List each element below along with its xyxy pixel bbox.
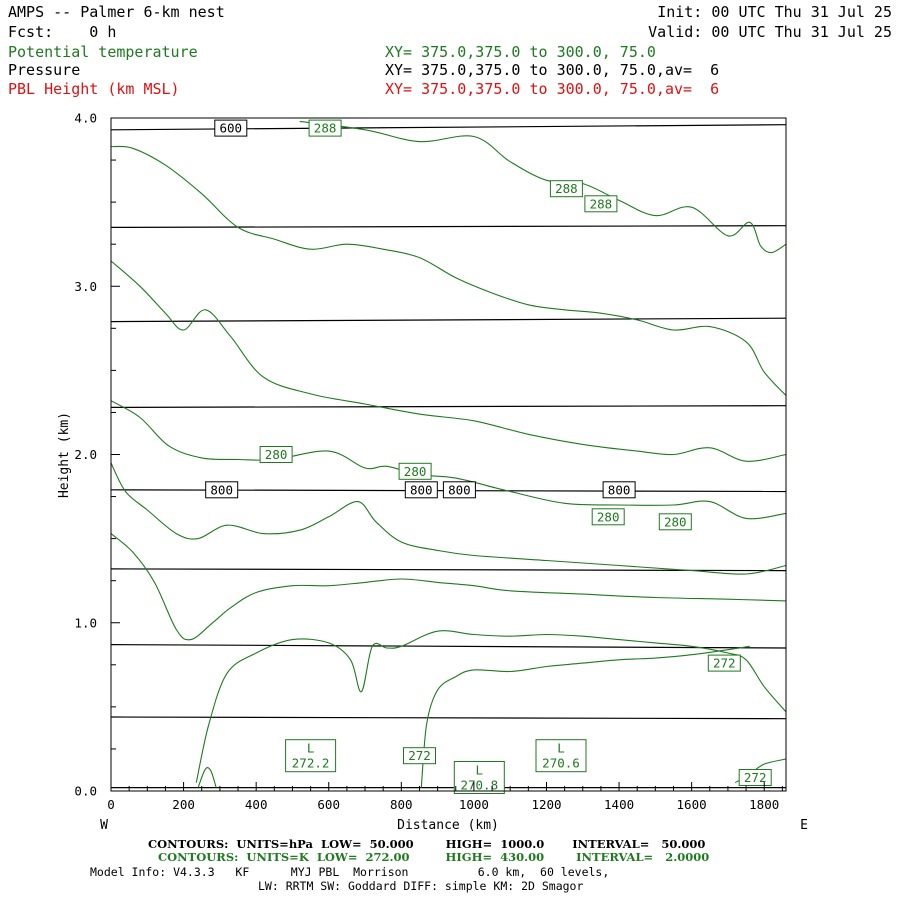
pressure-label-2: 800 xyxy=(410,482,433,497)
y-tick-label-2: 2.0 xyxy=(74,447,97,462)
footer-model-info: Model Info: V4.3.3 KF MYJ PBL Morrison 6… xyxy=(90,865,610,879)
x-tick-label-0: 0 xyxy=(107,797,115,812)
y-tick-label-3: 3.0 xyxy=(74,279,97,294)
init-time: Init: 00 UTC Thu 31 Jul 25 xyxy=(657,3,892,21)
low-label-1-value: 270.6 xyxy=(542,756,580,771)
low-label-0-letter: L xyxy=(307,741,315,756)
theta-label-0: 288 xyxy=(314,121,337,136)
pressure-contour-6 xyxy=(110,644,787,649)
legend-pressure-name: Pressure xyxy=(8,61,81,79)
pressure-contour-2 xyxy=(110,317,787,323)
theta-contours xyxy=(110,120,787,788)
pressure-label-3: 800 xyxy=(448,482,471,497)
theta-contour-7 xyxy=(197,767,217,788)
legend-theta-name: Potential temperature xyxy=(8,43,198,61)
theta-label-1-box xyxy=(549,180,583,198)
footer-physics: LW: RRTM SW: Goddard DIFF: simple KM: 2D… xyxy=(258,879,584,893)
axes: 0 200 400 600 800 1000 1200 1400 1600 1800 0.0 1.0 2… xyxy=(74,111,783,812)
west-label: W xyxy=(100,818,108,833)
pressure-label-0: 600 xyxy=(220,121,243,136)
pressure-contour-1 xyxy=(110,225,787,228)
chart-title: AMPS -- Palmer 6-km nest xyxy=(8,3,225,21)
theta-label-3-box xyxy=(259,446,293,463)
legend-theta-xy: XY= 375.0,375.0 to 300.0, 75.0 xyxy=(385,43,656,61)
theta-contour-0 xyxy=(299,120,787,254)
contour-labels: 600 800 800 800 800 288 288 288 280 280 280 280 272 2… xyxy=(205,119,772,794)
low-label-1-box xyxy=(535,739,587,773)
low-label-0-box xyxy=(285,739,337,773)
footer-theta-contours: CONTOURS: UNITS=K LOW= 272.00 HIGH= 430.… xyxy=(158,850,710,864)
pressure-label-3-box xyxy=(442,481,476,499)
theta-contour-2 xyxy=(110,260,787,462)
low-label-2-box xyxy=(453,761,505,794)
pressure-contours xyxy=(110,124,787,789)
theta-contour-1 xyxy=(110,145,787,396)
theta-label-1: 288 xyxy=(555,181,578,196)
theta-contour-4 xyxy=(110,462,787,575)
low-label-2-value: 270.8 xyxy=(460,778,498,793)
pressure-contour-3 xyxy=(110,405,787,408)
theta-label-6-box xyxy=(658,513,692,531)
theta-contour-8 xyxy=(420,645,750,788)
theta-label-3: 280 xyxy=(265,447,288,462)
theta-label-9: 272 xyxy=(744,770,767,785)
theta-label-4-box xyxy=(398,462,432,480)
pressure-contour-0 xyxy=(110,124,787,131)
pressure-label-2-box xyxy=(404,481,438,499)
pressure-label-1: 800 xyxy=(210,482,233,497)
legend-pbl-xy: XY= 375.0,375.0 to 300.0, 75.0,av= 6 xyxy=(385,80,720,98)
pressure-label-0-box xyxy=(214,119,248,137)
x-tick-label-1800: 1800 xyxy=(749,797,779,812)
theta-contour-5 xyxy=(110,533,787,641)
theta-label-7-box xyxy=(707,654,741,672)
theta-label-5-box xyxy=(591,508,625,526)
y-tick-label-0: 0.0 xyxy=(74,784,97,799)
theta-label-6: 280 xyxy=(664,514,687,529)
x-tick-label-1400: 1400 xyxy=(604,797,634,812)
plot-frame xyxy=(110,117,787,792)
theta-label-0-box xyxy=(308,119,342,137)
theta-label-2: 288 xyxy=(590,196,613,211)
footer-pressure-contours: CONTOURS: UNITS=hPa LOW= 50.000 HIGH= 10… xyxy=(148,837,706,851)
y-axis-label: Height (km) xyxy=(57,412,72,498)
theta-label-8: 272 xyxy=(408,748,431,763)
low-label-0-value: 272.2 xyxy=(292,756,330,771)
low-label-1-letter: L xyxy=(557,741,565,756)
y-tick-label-1: 1.0 xyxy=(74,615,97,630)
x-axis-label: Distance (km) xyxy=(397,818,499,833)
theta-label-5: 280 xyxy=(597,509,620,524)
x-tick-label-400: 400 xyxy=(245,797,268,812)
pressure-label-4-box xyxy=(602,481,636,499)
x-tick-label-200: 200 xyxy=(172,797,195,812)
x-tick-label-800: 800 xyxy=(390,797,413,812)
y-tick-label-4: 4.0 xyxy=(74,111,97,126)
pressure-label-1-box xyxy=(205,481,239,499)
theta-label-9-box xyxy=(738,769,772,786)
x-tick-label-1200: 1200 xyxy=(531,797,561,812)
theta-contour-6 xyxy=(195,630,787,783)
x-tick-label-1000: 1000 xyxy=(459,797,489,812)
pressure-label-4: 800 xyxy=(608,482,631,497)
forecast-hour: Fcst: 0 h xyxy=(8,23,117,41)
valid-time: Valid: 00 UTC Thu 31 Jul 25 xyxy=(648,23,892,41)
x-tick-label-600: 600 xyxy=(317,797,340,812)
x-tick-label-1600: 1600 xyxy=(677,797,707,812)
theta-label-7: 272 xyxy=(713,656,736,671)
legend-pressure-xy: XY= 375.0,375.0 to 300.0, 75.0,av= 6 xyxy=(385,61,720,79)
theta-label-4: 280 xyxy=(404,464,427,479)
theta-contour-3 xyxy=(110,400,787,520)
pressure-contour-7 xyxy=(110,716,787,720)
low-label-2-letter: L xyxy=(476,763,484,778)
east-label: E xyxy=(800,818,808,833)
theta-label-8-box xyxy=(403,747,436,765)
theta-label-2-box xyxy=(584,195,618,213)
legend-pbl-name: PBL Height (km MSL) xyxy=(8,80,180,98)
pressure-contour-5 xyxy=(110,568,787,572)
